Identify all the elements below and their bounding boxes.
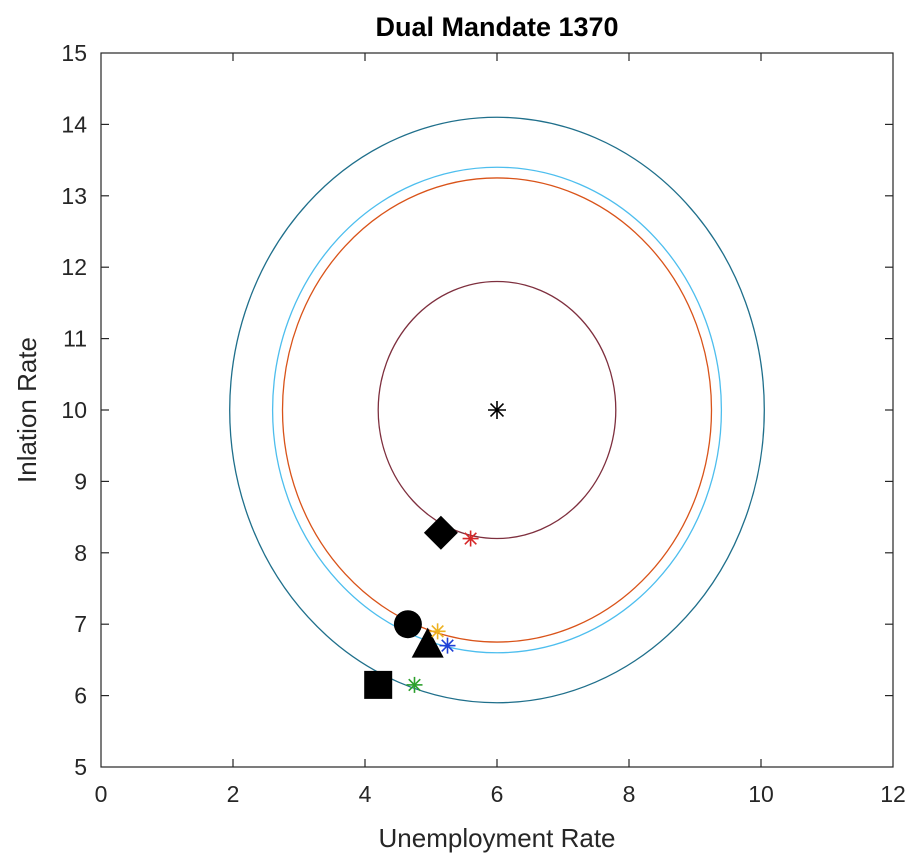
target-asterisk-marker xyxy=(488,401,506,419)
y-tick-label: 15 xyxy=(61,40,87,66)
y-tick-label: 14 xyxy=(61,111,87,137)
triangle-marker xyxy=(411,627,444,658)
contour-line-1 xyxy=(377,280,617,540)
y-tick-label: 11 xyxy=(63,326,87,352)
diamond-marker xyxy=(423,515,458,550)
x-tick-label: 0 xyxy=(95,781,108,807)
circle-marker xyxy=(393,610,422,639)
contour-line-2 xyxy=(281,177,713,643)
x-tick-label: 8 xyxy=(623,781,636,807)
x-tick-label: 6 xyxy=(491,781,504,807)
x-tick-label: 4 xyxy=(359,781,372,807)
contour-line-4 xyxy=(229,116,765,704)
asterisk-marker xyxy=(406,676,423,693)
data-markers xyxy=(364,401,506,699)
y-tick-label: 7 xyxy=(74,611,87,637)
y-tick-label: 5 xyxy=(74,754,87,780)
contour-lines xyxy=(229,116,765,704)
asterisk-marker xyxy=(439,637,456,654)
asterisk-marker xyxy=(462,530,479,547)
axis-ticks: 0 2 4 6 8 10 12 5 6 7 8 9 10 11 12 13 14 15 xyxy=(61,40,905,807)
y-tick-label: 8 xyxy=(74,540,87,566)
x-tick-label: 2 xyxy=(227,781,240,807)
chart-title: Dual Mandate 1370 xyxy=(375,12,618,42)
x-tick-label: 10 xyxy=(748,781,774,807)
square-marker xyxy=(364,670,393,699)
y-tick-label: 10 xyxy=(61,397,87,423)
y-tick-label: 12 xyxy=(61,254,87,280)
y-axis-label: Inlation Rate xyxy=(12,337,42,483)
x-tick-label: 12 xyxy=(880,781,906,807)
y-tick-label: 13 xyxy=(61,183,87,209)
contour-line-3 xyxy=(271,166,723,654)
y-tick-label: 6 xyxy=(74,683,87,709)
asterisk-marker xyxy=(429,623,446,640)
x-axis-label: Unemployment Rate xyxy=(379,823,616,853)
y-tick-label: 9 xyxy=(74,468,87,494)
